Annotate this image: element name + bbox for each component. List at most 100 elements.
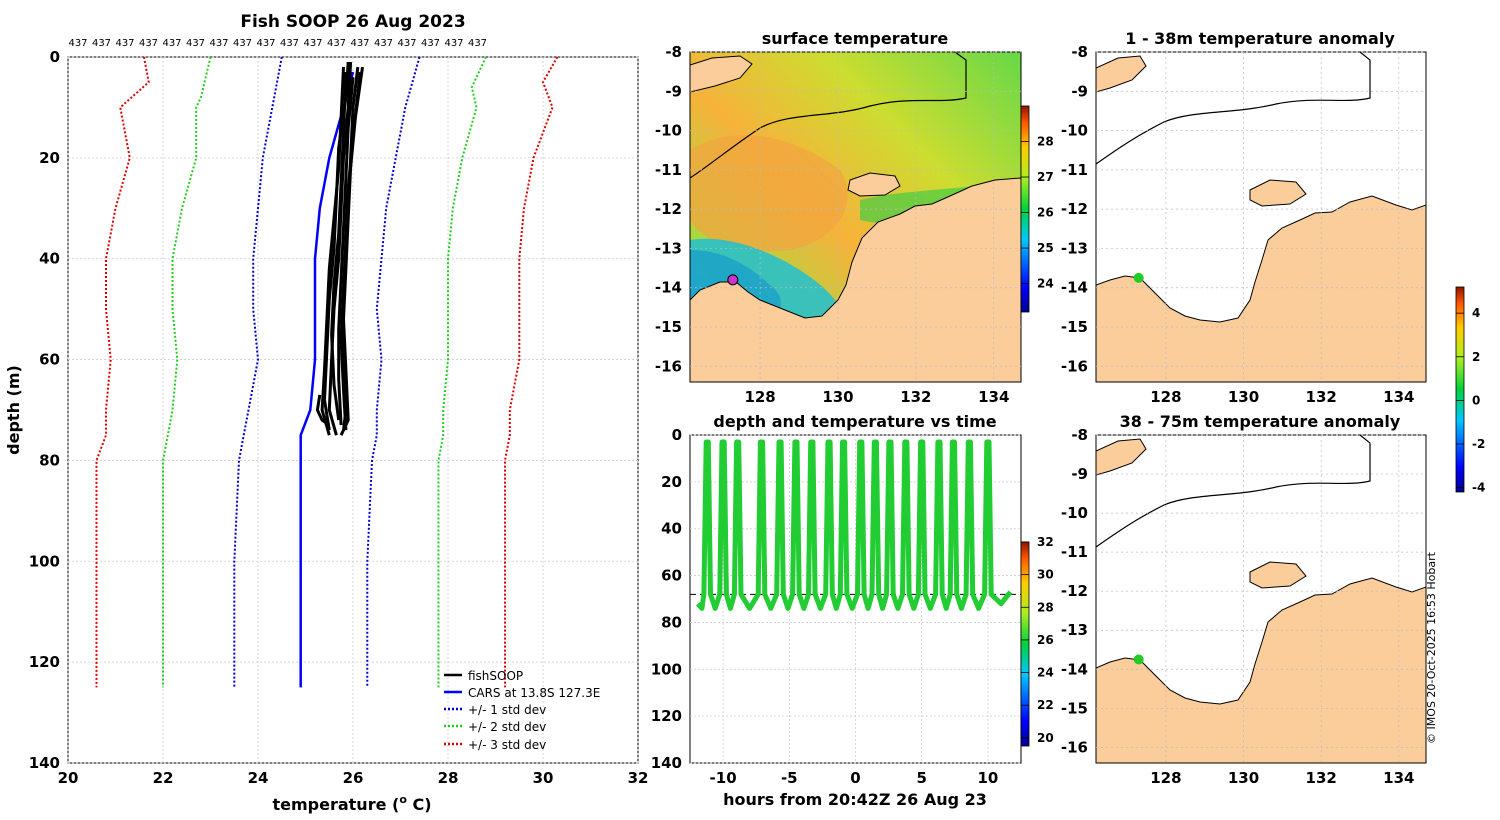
colorbar-tick-label: 26 (1037, 206, 1054, 220)
map-y-tick-label: -15 (1061, 318, 1088, 336)
x-tick-label: 0 (850, 769, 860, 787)
map-y-tick-label: -11 (1061, 161, 1088, 179)
y-tick-label: 80 (661, 613, 682, 631)
anomaly-38-75-top-land (1096, 438, 1147, 476)
map-x-tick-label: 130 (822, 388, 853, 406)
sst-warm-patch (690, 135, 848, 251)
profile-ylabel: depth (m) (4, 365, 23, 455)
anomaly-colorbar (1455, 286, 1465, 493)
anomaly-colorbar-ticks: 4 2 0 -2 -4 (1456, 306, 1485, 495)
depth-time-title: depth and temperature vs time (713, 412, 996, 431)
credit-text: © IMOS 20-Oct-2025 16:53 Hobart (1425, 551, 1438, 744)
colorbar-tick-label: 24 (1037, 277, 1054, 291)
map-y-tick-label: -9 (665, 82, 682, 100)
depth-time-trace (695, 439, 1013, 611)
depth-time-colorbar (1020, 541, 1030, 747)
x-tick-label: 10 (977, 769, 998, 787)
profile-title: Fish SOOP 26 Aug 2023 (240, 12, 465, 32)
colorbar-tick-label: 25 (1037, 241, 1054, 255)
anomaly-1-38-map (1096, 52, 1426, 382)
y-tick-label: 60 (39, 351, 60, 369)
y-tick-label: 0 (50, 48, 60, 66)
surface-map (690, 52, 1021, 382)
map-y-tick-label: -9 (1071, 82, 1088, 100)
colorbar-tick-label: 2 (1472, 350, 1480, 364)
map-x-tick-label: 130 (1228, 388, 1259, 406)
map-y-tick-label: -15 (655, 318, 682, 336)
profile-legend: fishSOOP CARS at 13.8S 127.3E +/- 1 std … (444, 669, 600, 752)
top-count-label: 437 (280, 38, 299, 49)
observed-profile-line (322, 61, 350, 431)
anomaly-38-75-ticks: 128 130 132 134 -8 -9 -10 -11 -12 -13 -14 -15 -16 (1061, 426, 1426, 787)
y-tick-label: 120 (651, 707, 682, 725)
top-count-label: 437 (350, 38, 369, 49)
surface-title: surface temperature (762, 29, 949, 48)
colorbar-tick-label: 32 (1037, 535, 1054, 549)
x-tick-label: 22 (153, 769, 174, 787)
map-y-tick-label: -13 (1061, 239, 1088, 257)
anomaly-38-75-island (1249, 561, 1307, 589)
legend-label-std3: +/- 3 std dev (468, 738, 546, 752)
map-x-tick-label: 128 (1150, 769, 1181, 787)
map-x-tick-label: 132 (900, 388, 931, 406)
std-dev-line (233, 56, 283, 688)
surface-ticks: 128 130 132 134 -8 -9 -10 -11 -12 -13 -14 -15 -16 (655, 43, 1021, 406)
y-tick-label: 20 (661, 473, 682, 491)
map-y-tick-label: -10 (655, 122, 682, 140)
depth-trace-line (695, 439, 1013, 611)
x-tick-label: 30 (533, 769, 554, 787)
top-count-label: 437 (92, 38, 111, 49)
map-x-tick-label: 134 (1383, 388, 1414, 406)
top-count-label: 437 (115, 38, 134, 49)
y-tick-label: 140 (29, 754, 60, 772)
surface-colorbar-ticks: 24 25 26 27 28 (1021, 135, 1054, 291)
top-count-label: 437 (303, 38, 322, 49)
map-y-tick-label: -12 (1061, 582, 1088, 600)
map-y-tick-label: -11 (1061, 543, 1088, 561)
observed-profiles (315, 61, 364, 436)
profile-xlabel: temperature (o C) (272, 793, 431, 814)
colorbar-tick-label: 28 (1037, 135, 1054, 149)
top-count-label: 437 (209, 38, 228, 49)
cars-mean-line (299, 71, 355, 688)
top-count-label: 437 (162, 38, 181, 49)
observed-profile-line (337, 77, 355, 426)
colorbar-tick-label: 24 (1037, 666, 1054, 680)
surface-isobath (690, 52, 967, 179)
y-tick-label: 120 (29, 653, 60, 671)
colorbar-tick-label: 26 (1037, 633, 1054, 647)
y-tick-label: 40 (39, 250, 60, 268)
profile-ticks: 20 22 24 26 28 30 32 0 20 40 60 80 100 120 140 (29, 48, 649, 787)
y-tick-label: 40 (661, 520, 682, 538)
anomaly-38-75-marker (1133, 654, 1144, 665)
profile-series (95, 56, 559, 688)
observed-profile-line (330, 72, 348, 421)
colorbar-tick-label: -2 (1472, 437, 1485, 451)
map-x-tick-label: 134 (978, 388, 1009, 406)
top-count-label: 437 (468, 38, 487, 49)
map-y-tick-label: -14 (1061, 279, 1088, 297)
anomaly-1-38-land (1096, 195, 1426, 382)
colorbar-tick-label: 22 (1037, 698, 1054, 712)
observed-profile-line (327, 61, 353, 436)
top-count-label: 437 (397, 38, 416, 49)
surface-map-panel: surface temperature 128 130 132 134 -8 -9 -10 -… (655, 29, 1054, 406)
anomaly-38-75-title: 38 - 75m temperature anomaly (1120, 412, 1401, 431)
map-x-tick-label: 132 (1306, 769, 1337, 787)
map-x-tick-label: 130 (1228, 769, 1259, 787)
top-count-label: 437 (68, 38, 87, 49)
map-x-tick-label: 128 (744, 388, 775, 406)
map-x-tick-label: 134 (1383, 769, 1414, 787)
x-tick-label: 24 (248, 769, 269, 787)
x-tick-label: 20 (58, 769, 79, 787)
anomaly-1-38-isobath (1096, 52, 1371, 165)
y-tick-label: 60 (661, 567, 682, 585)
x-tick-label: 28 (438, 769, 459, 787)
top-counts: 437 437 437 437 437 437 437 437 437 437 437 437 437 4… (68, 38, 487, 49)
top-count-label: 437 (374, 38, 393, 49)
surface-island (847, 172, 901, 197)
y-tick-label: 140 (651, 754, 682, 772)
y-tick-label: 20 (39, 149, 60, 167)
